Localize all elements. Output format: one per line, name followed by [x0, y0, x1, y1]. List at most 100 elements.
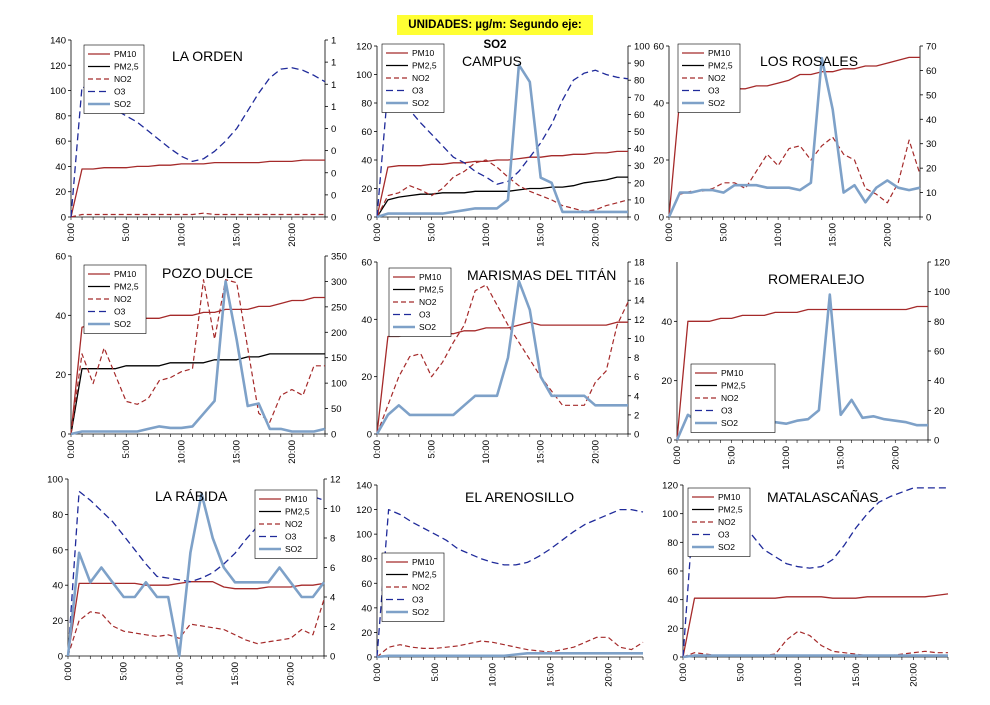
legend-label: NO2 [708, 73, 726, 83]
legend-label: PM10 [412, 48, 434, 58]
y-tick-label: 40 [361, 603, 372, 614]
chart-title: MATALASCAÑAS [767, 489, 879, 505]
series-so2 [376, 651, 643, 659]
y2-tick-label: 14 [634, 296, 645, 307]
y-tick-label: 20 [361, 628, 372, 639]
x-tick-label: 15:00 [232, 440, 243, 464]
x-tick-label: 5:00 [119, 662, 130, 681]
legend-label: O3 [412, 595, 424, 605]
y-tick-label: 20 [52, 616, 63, 627]
series-pm10 [682, 593, 949, 658]
series-pm10 [376, 150, 628, 218]
series-so2 [376, 63, 628, 219]
x-tick-label: 20:00 [882, 223, 893, 247]
y-tick-label: 0 [58, 652, 63, 663]
y-tick-label: 140 [356, 481, 372, 492]
x-tick-label: 10:00 [481, 223, 492, 247]
y2-tick-label: 1 [331, 102, 336, 113]
y-tick-label: 40 [55, 162, 66, 173]
chart-pozo-dulce: 0 20 40 60 0 50 100 150 200 250 300 350 0:00 5:00 10:0… [55, 252, 346, 464]
chart-matalascanas: 0 20 40 60 80 100 120 0:00 5:00 10:00 15:00 20:00 MA… [662, 481, 949, 687]
y-tick-label: 80 [52, 510, 63, 521]
y2-tick-label: 1 [331, 58, 336, 69]
y2-tick-label: 40 [634, 144, 645, 155]
y2-tick-label: 18 [634, 258, 645, 269]
chart-title: LA ORDEN [172, 48, 243, 64]
legend-label: NO2 [412, 582, 430, 592]
x-tick-label: 10:00 [176, 440, 187, 464]
legend-label: PM10 [114, 49, 136, 59]
legend-label: SO2 [721, 418, 738, 428]
y-tick-label: 40 [55, 311, 66, 322]
y2-tick-label: 8 [634, 353, 639, 364]
y-tick-label: 0 [673, 653, 678, 664]
x-tick-label: 10:00 [488, 663, 499, 687]
x-tick-label: 0:00 [66, 223, 77, 242]
legend-label: NO2 [285, 519, 303, 529]
legend-label: O3 [708, 86, 720, 96]
x-tick-label: 15:00 [836, 446, 847, 470]
x-tick-label: 0:00 [678, 663, 689, 682]
y2-tick-label: 200 [331, 328, 347, 339]
series-o3 [67, 490, 325, 657]
x-tick-label: 10:00 [793, 663, 804, 687]
y-tick-label: 20 [653, 156, 664, 167]
x-tick-label: 15:00 [828, 223, 839, 247]
legend: PM10 PM2,5 NO2 O3 SO2 [381, 43, 445, 113]
y-tick-label: 40 [52, 581, 63, 592]
legend-label: SO2 [285, 544, 302, 554]
legend-label: PM2,5 [708, 61, 733, 71]
chart-title: CAMPUS [462, 53, 522, 69]
legend-label: NO2 [114, 294, 132, 304]
legend: PM10 PM2,5 NO2 O3 SO2 [677, 43, 741, 113]
y2-tick-label: 2 [330, 622, 335, 633]
y2-tick-label: 0 [926, 213, 931, 224]
chart-title: MARISMAS DEL TITÁN [467, 267, 616, 283]
series-so2 [70, 280, 326, 436]
series-no2 [376, 636, 644, 658]
y2-tick-label: 0 [330, 652, 335, 663]
x-tick-label: 0:00 [66, 440, 77, 459]
y2-tick-label: 0 [331, 430, 336, 441]
y-tick-label: 80 [361, 99, 372, 110]
y2-tick-label: 60 [634, 110, 645, 121]
y2-tick-label: 0 [634, 213, 639, 224]
legend-label: SO2 [412, 607, 429, 617]
y-tick-label: 0 [667, 436, 672, 447]
y-tick-label: 60 [55, 252, 66, 263]
x-tick-label: 10:00 [781, 446, 792, 470]
chart-title: EL ARENOSILLO [465, 489, 574, 505]
y-tick-label: 60 [667, 567, 678, 578]
chart-romeralejo: 0 20 40 0 20 40 60 80 100 120 0:00 5:00 10:00 15:00 20… [661, 258, 949, 470]
chart-title: LOS ROSALES [760, 53, 858, 69]
x-tick-label: 20:00 [590, 440, 601, 464]
y2-tick-label: 50 [634, 127, 645, 138]
y2-tick-label: 70 [634, 93, 645, 104]
series-no2 [70, 279, 325, 435]
x-tick-label: 15:00 [232, 223, 243, 247]
x-tick-label: 0:00 [372, 663, 383, 682]
y-tick-label: 0 [367, 213, 372, 224]
x-tick-label: 15:00 [851, 663, 862, 687]
legend-label: NO2 [718, 517, 736, 527]
x-tick-label: 20:00 [287, 223, 298, 247]
y-tick-label: 80 [667, 538, 678, 549]
y-tick-label: 40 [667, 595, 678, 606]
x-tick-label: 20:00 [287, 440, 298, 464]
y-tick-label: 0 [367, 653, 372, 664]
legend-label: PM10 [708, 48, 730, 58]
y2-tick-label: 250 [331, 302, 347, 313]
y2-tick-label: 6 [634, 372, 639, 383]
legend-label: PM2,5 [114, 62, 139, 72]
legend-label: PM2,5 [721, 381, 746, 391]
y2-tick-label: 0 [331, 213, 336, 224]
y2-tick-label: 10 [330, 504, 341, 515]
y2-tick-label: 120 [934, 258, 950, 269]
legend-label: PM2,5 [412, 61, 437, 71]
x-tick-label: 0:00 [672, 446, 683, 465]
x-tick-label: 5:00 [430, 663, 441, 682]
y2-tick-label: 12 [634, 315, 645, 326]
y-tick-label: 100 [356, 70, 372, 81]
chart-los-rosales: 0 20 40 60 0 10 20 30 40 50 60 70 0:00 5:00 10:00 15:00… [653, 42, 936, 247]
